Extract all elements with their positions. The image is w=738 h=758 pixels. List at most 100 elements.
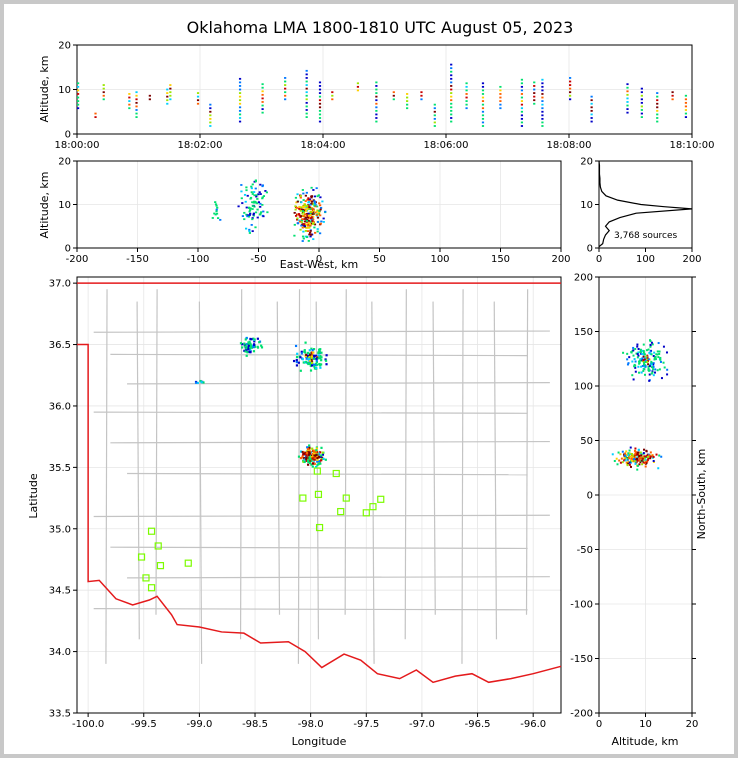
source-mark bbox=[309, 224, 312, 227]
source-mark bbox=[305, 69, 308, 72]
x-tick-label: -200 bbox=[66, 254, 89, 265]
source-mark bbox=[634, 447, 637, 450]
source-mark bbox=[307, 197, 310, 200]
source-mark bbox=[481, 125, 485, 127]
source-mark bbox=[657, 342, 660, 345]
source-mark bbox=[240, 184, 243, 186]
source-mark bbox=[645, 460, 648, 463]
source-mark bbox=[569, 84, 572, 86]
x-tick-label: -98.0 bbox=[298, 719, 324, 730]
source-mark bbox=[315, 450, 318, 453]
source-mark bbox=[314, 362, 318, 365]
source-mark bbox=[650, 341, 653, 344]
source-mark bbox=[316, 228, 319, 230]
source-mark bbox=[310, 459, 313, 462]
source-mark bbox=[252, 214, 255, 217]
source-mark bbox=[684, 94, 688, 97]
source-mark bbox=[215, 212, 219, 215]
source-mark bbox=[375, 117, 378, 119]
source-mark bbox=[304, 451, 307, 454]
source-mark bbox=[317, 354, 320, 357]
source-mark bbox=[299, 356, 302, 359]
source-mark bbox=[656, 95, 659, 98]
source-mark bbox=[541, 110, 544, 113]
source-mark bbox=[653, 351, 656, 354]
source-mark bbox=[666, 368, 669, 371]
source-mark bbox=[169, 94, 172, 97]
source-mark bbox=[169, 87, 172, 90]
source-mark bbox=[296, 213, 299, 216]
source-mark bbox=[465, 107, 468, 110]
source-mark bbox=[533, 92, 536, 94]
source-mark bbox=[304, 341, 307, 344]
source-mark bbox=[209, 110, 212, 113]
source-mark bbox=[293, 223, 296, 226]
east-west-altitude-panel: -200 -150 -100 -50 0 50 100 150 200 0 10 20 bbox=[58, 157, 570, 266]
source-mark bbox=[318, 120, 322, 123]
source-mark bbox=[251, 230, 254, 233]
source-mark bbox=[215, 210, 218, 213]
source-mark bbox=[309, 207, 312, 210]
source-mark bbox=[533, 88, 536, 91]
source-mark bbox=[261, 104, 264, 107]
x-tick-label: 100 bbox=[636, 254, 655, 265]
source-mark bbox=[309, 214, 312, 217]
source-mark bbox=[304, 200, 307, 203]
source-mark bbox=[148, 98, 151, 101]
source-mark bbox=[254, 180, 257, 183]
x-tick-label: 150 bbox=[491, 254, 510, 265]
source-mark bbox=[499, 93, 502, 95]
source-mark bbox=[304, 235, 307, 238]
source-mark bbox=[240, 190, 243, 193]
source-mark bbox=[251, 183, 254, 186]
source-mark bbox=[646, 358, 649, 361]
source-mark bbox=[311, 465, 314, 468]
source-mark bbox=[301, 226, 304, 229]
source-mark bbox=[638, 371, 641, 374]
source-mark bbox=[316, 209, 319, 212]
source-mark bbox=[169, 84, 172, 86]
source-mark bbox=[684, 116, 688, 118]
source-mark bbox=[238, 120, 242, 123]
source-mark bbox=[302, 192, 305, 195]
source-mark bbox=[324, 358, 327, 361]
x-tick-label: 0 bbox=[596, 254, 602, 265]
source-mark bbox=[465, 100, 468, 102]
source-mark bbox=[305, 116, 308, 118]
source-mark bbox=[320, 454, 323, 457]
source-mark bbox=[632, 378, 635, 381]
source-mark bbox=[318, 362, 321, 366]
source-mark bbox=[307, 212, 310, 215]
source-mark bbox=[628, 455, 631, 458]
source-mark bbox=[313, 367, 317, 370]
source-mark bbox=[312, 218, 315, 221]
source-mark bbox=[299, 450, 303, 453]
source-mark bbox=[640, 371, 643, 374]
source-mark bbox=[310, 463, 313, 466]
y-tick-label: 10 bbox=[580, 200, 593, 211]
source-mark bbox=[639, 359, 642, 362]
source-mark bbox=[626, 104, 629, 107]
source-mark bbox=[300, 352, 303, 355]
source-mark bbox=[307, 451, 310, 454]
source-mark bbox=[166, 88, 169, 91]
source-mark bbox=[626, 358, 629, 361]
source-mark bbox=[238, 92, 242, 94]
source-mark bbox=[321, 456, 324, 459]
source-mark bbox=[450, 102, 453, 105]
source-mark bbox=[309, 353, 312, 356]
source-mark bbox=[314, 363, 317, 367]
source-mark bbox=[450, 74, 453, 77]
source-mark bbox=[319, 208, 322, 211]
source-mark bbox=[311, 454, 314, 457]
source-mark bbox=[300, 208, 303, 211]
source-mark bbox=[306, 207, 309, 210]
source-mark bbox=[241, 346, 244, 349]
source-mark bbox=[319, 196, 322, 199]
source-mark bbox=[641, 460, 644, 463]
source-mark bbox=[196, 92, 200, 94]
source-mark bbox=[295, 358, 298, 362]
source-mark bbox=[450, 120, 453, 123]
source-mark bbox=[569, 80, 572, 83]
source-mark bbox=[311, 447, 314, 450]
